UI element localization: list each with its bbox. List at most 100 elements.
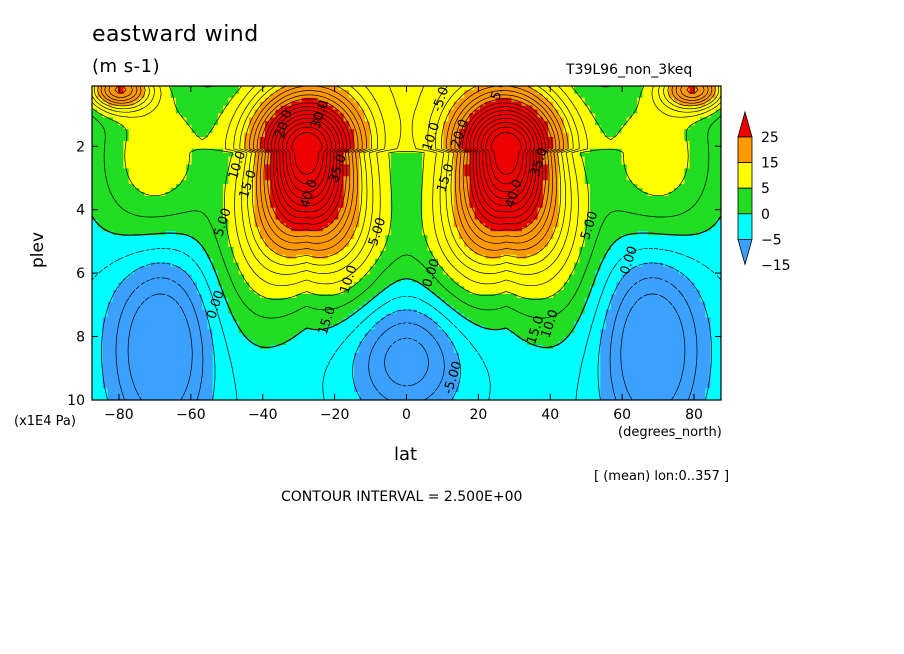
field-cell: [317, 137, 324, 142]
field-cell: [715, 113, 721, 118]
field-cell: [118, 86, 125, 91]
field-cell: [516, 172, 523, 177]
field-cell: [469, 195, 476, 201]
field-cell: [652, 86, 659, 91]
field-cell: [160, 199, 166, 205]
field-cell: [380, 160, 387, 166]
field-cell: [181, 180, 187, 185]
field-cell: [710, 144, 717, 150]
field-cell: [170, 148, 177, 154]
field-cell: [354, 156, 360, 162]
field-cell: [97, 140, 104, 146]
field-cell: [626, 223, 633, 228]
field-cell: [244, 235, 250, 240]
field-cell: [600, 86, 607, 91]
field-cell: [175, 184, 182, 189]
field-cell: [579, 140, 586, 146]
field-cell: [710, 156, 717, 162]
field-cell: [700, 203, 706, 209]
field-cell: [448, 203, 455, 209]
field-cell: [579, 203, 586, 209]
field-cell: [464, 239, 470, 244]
field-cell: [160, 144, 166, 150]
field-cell: [92, 156, 98, 162]
field-cell: [191, 191, 198, 197]
field-cell: [668, 207, 675, 213]
field-cell: [579, 195, 586, 201]
field-cell: [254, 246, 261, 252]
field-cell: [705, 184, 712, 189]
field-cell: [380, 156, 387, 162]
field-cell: [102, 121, 109, 126]
field-cell: [170, 160, 177, 166]
field-cell: [202, 203, 208, 209]
field-cell: [663, 125, 670, 130]
field-cell: [191, 113, 198, 118]
field-cell: [92, 109, 98, 115]
field-cell: [312, 89, 318, 95]
field-cell: [506, 172, 512, 177]
field-cell: [385, 231, 392, 236]
field-cell: [385, 215, 392, 221]
field-cell: [673, 199, 680, 205]
field-cell: [443, 152, 450, 158]
field-cell: [223, 160, 229, 166]
field-cell: [160, 160, 166, 166]
field-cell: [369, 125, 376, 130]
field-cell: [285, 86, 292, 91]
field-cell: [223, 211, 229, 217]
field-cell: [139, 215, 146, 221]
field-cell: [149, 227, 156, 232]
field-cell: [238, 125, 245, 130]
field-cell: [97, 101, 104, 107]
field-cell: [705, 160, 712, 166]
field-cell: [306, 140, 313, 146]
field-cell: [631, 133, 638, 138]
field-cell: [322, 172, 329, 177]
field-cell: [411, 156, 418, 162]
field-cell: [553, 215, 560, 221]
field-cell: [97, 117, 104, 122]
field-cell: [490, 97, 497, 103]
field-cell: [558, 191, 565, 197]
field-cell: [464, 101, 470, 107]
field-cell: [448, 101, 455, 107]
field-cell: [637, 195, 643, 201]
field-cell: [610, 129, 617, 134]
field-cell: [694, 223, 701, 228]
field-cell: [406, 195, 413, 201]
field-cell: [212, 215, 219, 221]
field-cell: [485, 188, 491, 193]
field-cell: [254, 227, 261, 232]
field-cell: [553, 160, 560, 166]
field-cell: [249, 125, 256, 130]
field-cell: [568, 184, 575, 189]
field-cell: [97, 219, 104, 224]
field-cell: [202, 176, 208, 181]
field-cell: [301, 93, 308, 99]
field-cell: [291, 188, 298, 193]
field-cell: [238, 133, 245, 138]
field-cell: [479, 86, 486, 91]
field-cell: [312, 105, 318, 111]
field-cell: [306, 191, 313, 197]
field-cell: [500, 231, 507, 236]
field-cell: [369, 97, 376, 103]
field-cell: [212, 168, 219, 173]
field-cell: [380, 223, 387, 228]
field-cell: [427, 227, 434, 232]
field-cell: [652, 97, 659, 103]
field-cell: [710, 211, 717, 217]
field-cell: [610, 219, 617, 224]
field-cell: [658, 219, 664, 224]
field-cell: [684, 168, 691, 173]
field-cell: [317, 133, 324, 138]
field-cell: [102, 113, 109, 118]
field-cell: [375, 156, 381, 162]
field-cell: [306, 156, 313, 162]
field-cell: [474, 191, 481, 197]
field-cell: [658, 113, 664, 118]
field-cell: [97, 239, 104, 244]
field-cell: [610, 235, 617, 240]
field-cell: [527, 86, 533, 91]
